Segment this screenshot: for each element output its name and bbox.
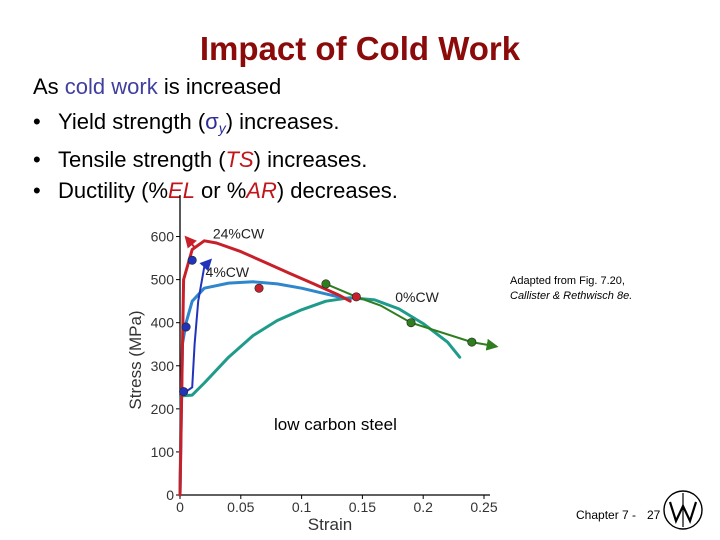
y-tick-label: 600	[151, 229, 175, 245]
x-axis-label: Strain	[308, 515, 352, 534]
x-tick-label: 0.15	[349, 499, 376, 515]
blue-data-point	[181, 322, 191, 332]
series-24cw-label: 24%CW	[213, 225, 265, 241]
x-tick-label: 0	[176, 499, 184, 515]
unloading-line	[185, 258, 213, 393]
bullet-dot: •	[33, 178, 41, 203]
bullet-tensile-post: ) increases.	[253, 147, 368, 172]
bullet-yield-pre: Yield strength (	[58, 109, 206, 134]
credit-line-1: Adapted from Fig. 7.20,	[510, 275, 625, 287]
red-data-point	[254, 283, 264, 293]
cw24-arrow-icon	[184, 235, 197, 249]
blue-data-point	[179, 387, 189, 397]
bullet-dot: •	[33, 147, 41, 172]
publisher-logo-icon	[663, 490, 703, 530]
x-tick-label: 0.2	[413, 499, 433, 515]
el-symbol: EL	[168, 178, 195, 203]
bullet-ductility: • Ductility (%EL or %AR) decreases.	[33, 175, 398, 206]
x-tick-label: 0.25	[470, 499, 497, 515]
intro-suffix: is increased	[157, 74, 282, 99]
green-data-point	[406, 318, 416, 328]
y-tick-label: 200	[151, 401, 175, 417]
series-0cw-label: 0%CW	[395, 289, 439, 305]
y-tick-label: 100	[151, 444, 175, 460]
bullet-dot: •	[33, 109, 41, 134]
series-0cw-line	[178, 296, 462, 497]
sigma-subscript: y	[218, 120, 226, 136]
bullet-yield: • Yield strength (σy) increases.	[33, 106, 398, 144]
bullet-tensile: • Tensile strength (TS) increases.	[33, 144, 398, 175]
blue-data-point	[187, 255, 197, 265]
y-tick-label: 400	[151, 315, 175, 331]
x-tick-label: 0.1	[292, 499, 312, 515]
intro-line: As cold work is increased	[33, 73, 281, 100]
green-data-point	[321, 279, 331, 289]
y-axis-label: Stress (MPa)	[126, 310, 145, 409]
bullet-list: • Yield strength (σy) increases. • Tensi…	[33, 106, 398, 206]
y-tick-label: 300	[151, 358, 175, 374]
green-data-point	[467, 337, 477, 347]
red-data-point	[351, 292, 361, 302]
intro-highlight: cold work	[64, 74, 158, 99]
x-tick-label: 0.05	[227, 499, 254, 515]
bullet-ductility-post: ) decreases.	[276, 178, 398, 203]
y-tick-label: 0	[166, 487, 174, 503]
bullet-ductility-pre: Ductility (%	[58, 178, 169, 203]
credit-line-2: Callister & Rethwisch 8e.	[510, 290, 633, 302]
sigma-symbol: σ	[205, 109, 219, 134]
bullet-ductility-mid: or %	[194, 178, 247, 203]
intro-prefix: As	[33, 74, 65, 99]
series-4cw-label: 4%CW	[206, 264, 250, 280]
bullet-tensile-pre: Tensile strength (	[58, 147, 226, 172]
figure-credit: Adapted from Fig. 7.20, Callister & Reth…	[510, 274, 680, 304]
chart-annotation: low carbon steel	[274, 415, 397, 434]
ar-symbol: AR	[246, 178, 277, 203]
slide-title: Impact of Cold Work	[199, 30, 521, 67]
bullet-yield-post: ) increases.	[225, 109, 340, 134]
y-tick-label: 500	[151, 272, 175, 288]
chapter-footer: Chapter 7 -	[576, 508, 637, 522]
page-number: 27	[647, 508, 661, 522]
ts-symbol: TS	[225, 147, 254, 172]
series-4cw-line	[178, 280, 352, 497]
